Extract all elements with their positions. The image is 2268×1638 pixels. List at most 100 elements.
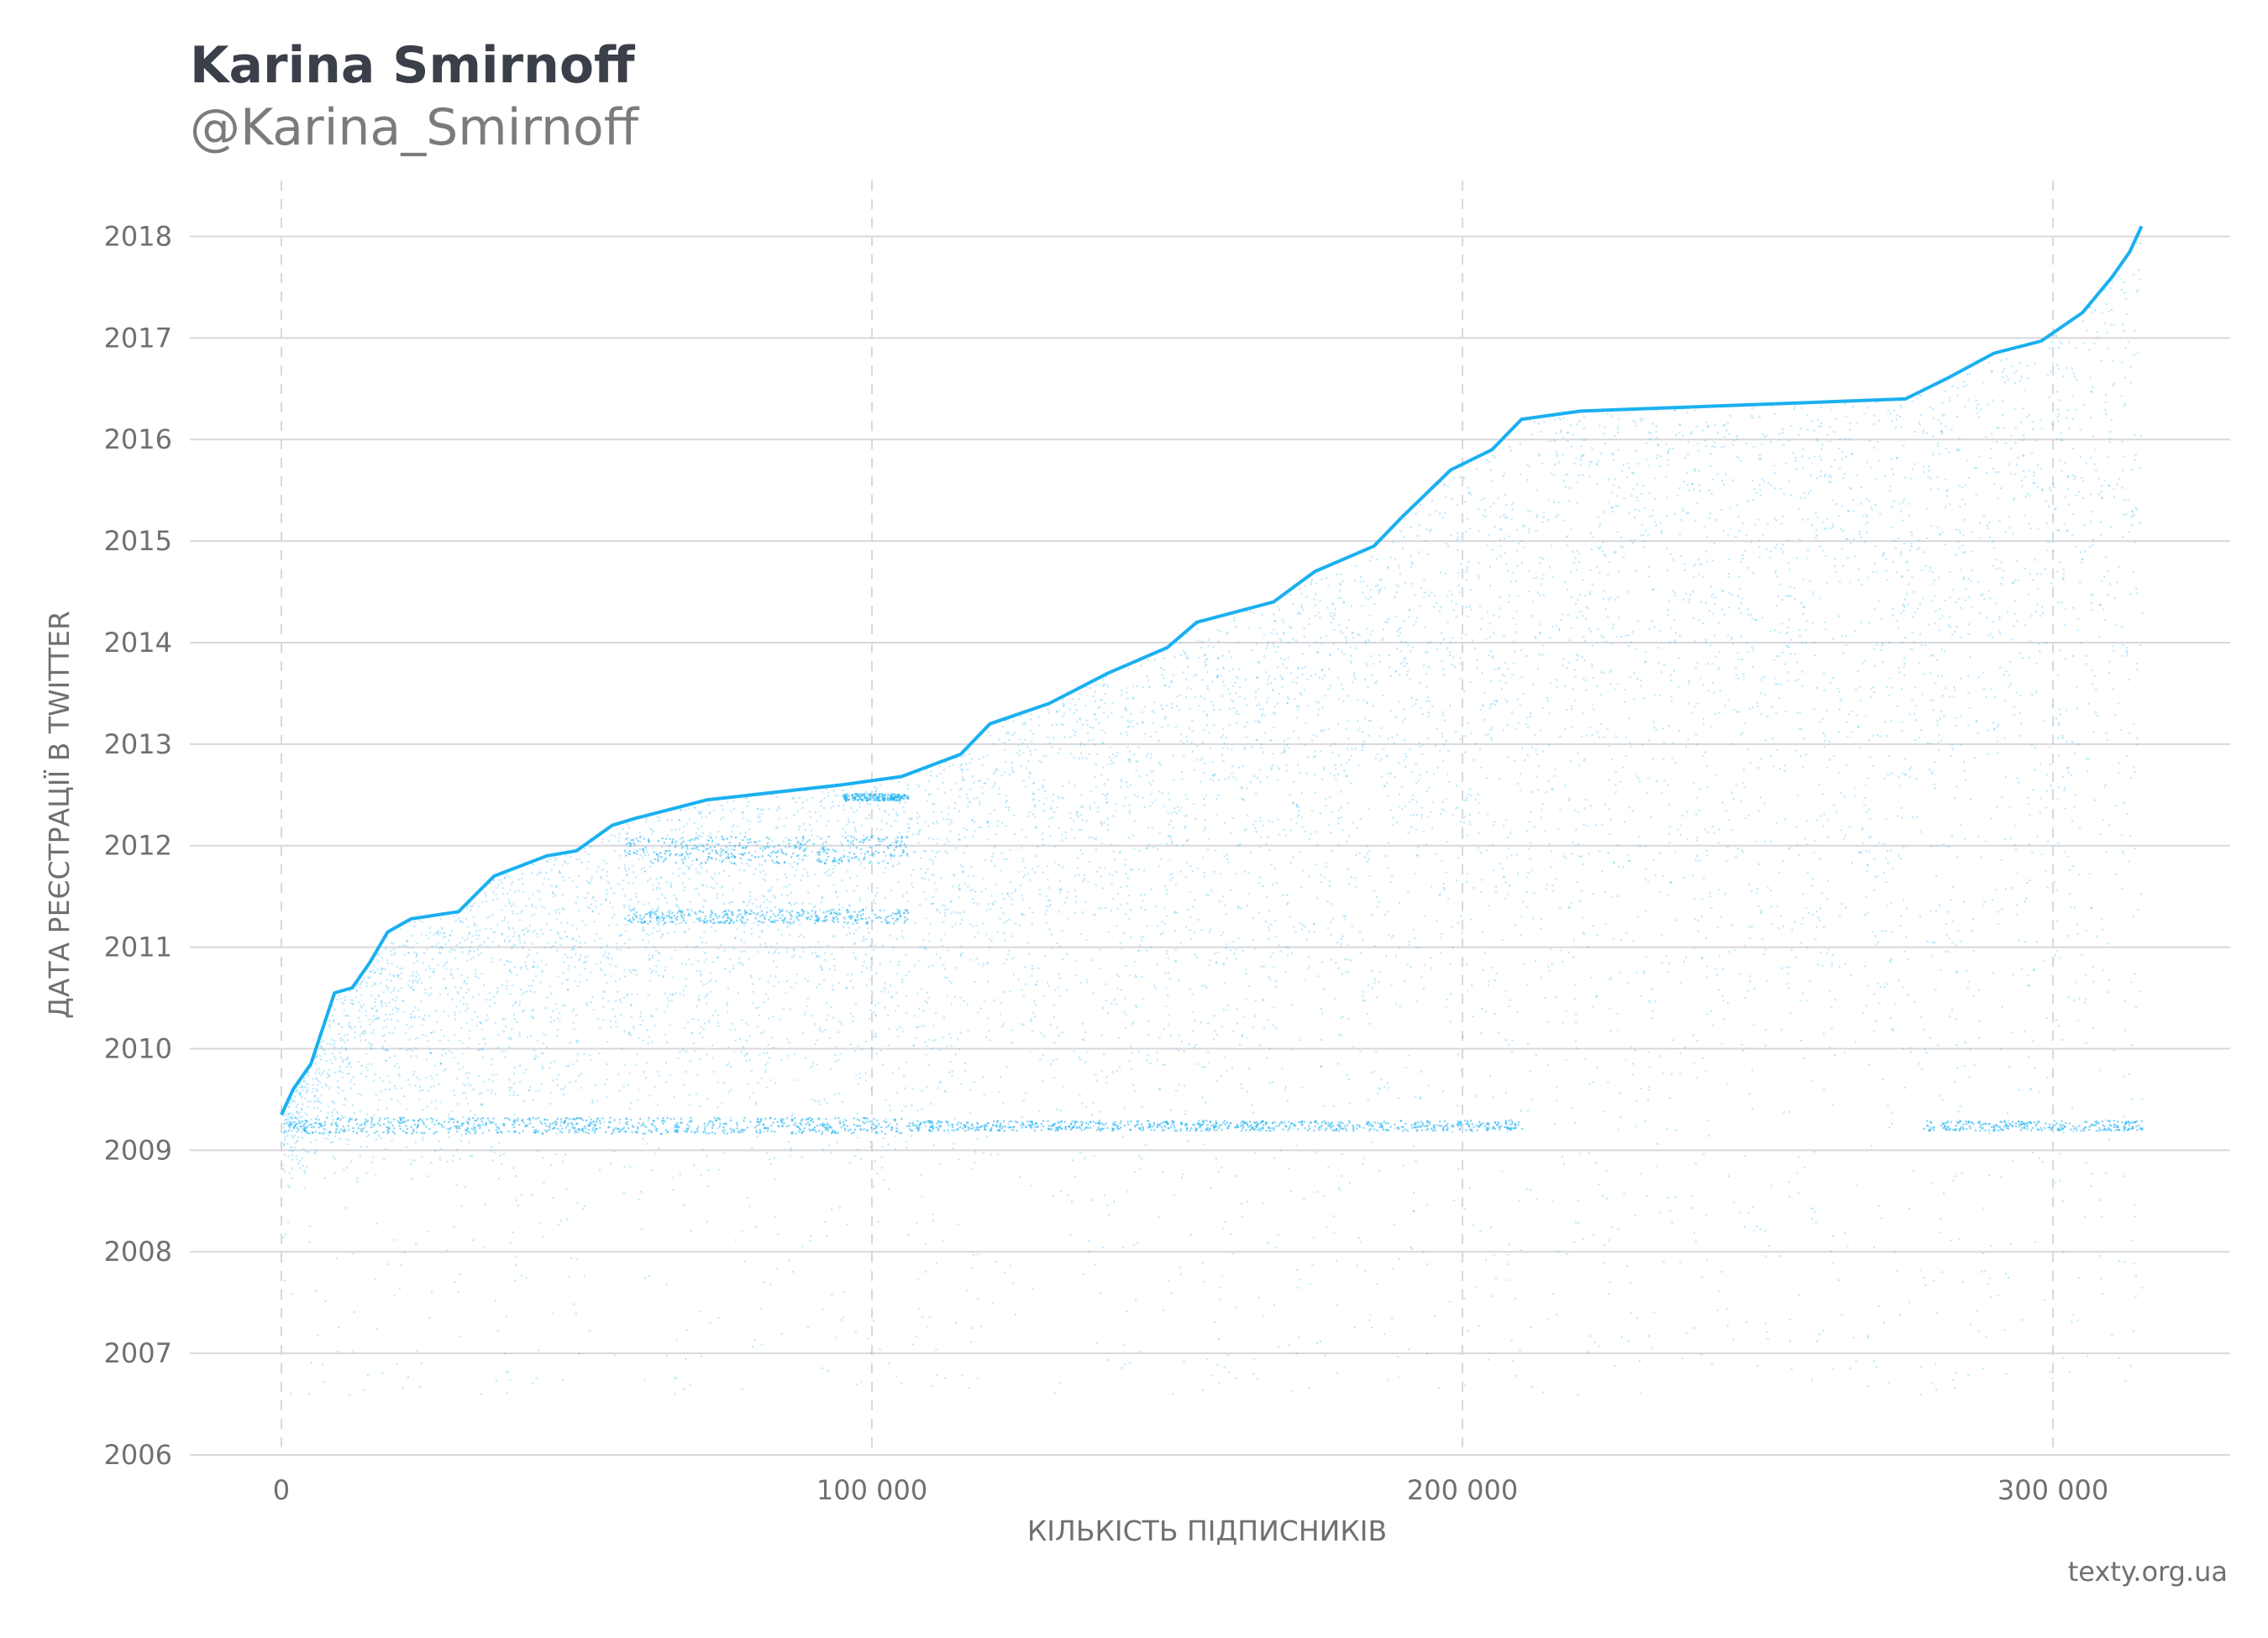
follower-point bbox=[575, 1258, 578, 1261]
follower-point bbox=[1672, 1039, 1675, 1042]
follower-point bbox=[1786, 966, 1788, 969]
follower-point bbox=[1997, 752, 1999, 754]
follower-point bbox=[1515, 610, 1518, 612]
follower-point bbox=[2073, 375, 2076, 378]
follower-point bbox=[870, 835, 873, 837]
follower-point bbox=[1232, 776, 1235, 779]
follower-point bbox=[1021, 828, 1023, 831]
follower-point bbox=[1574, 557, 1577, 559]
follower-point bbox=[351, 1351, 354, 1353]
follower-point bbox=[1310, 739, 1313, 742]
follower-point bbox=[1805, 1000, 1808, 1002]
follower-point bbox=[1683, 960, 1685, 963]
follower-point bbox=[765, 899, 768, 901]
follower-point bbox=[487, 937, 490, 939]
follower-point bbox=[313, 1095, 316, 1097]
follower-point bbox=[771, 885, 774, 888]
follower-point bbox=[1103, 683, 1105, 686]
follower-point bbox=[1950, 1239, 1952, 1242]
follower-point bbox=[923, 890, 926, 893]
follower-point bbox=[1298, 1336, 1300, 1339]
follower-point bbox=[2006, 1112, 2008, 1115]
follower-point bbox=[700, 920, 703, 923]
follower-point bbox=[627, 1084, 629, 1086]
follower-point bbox=[2062, 1251, 2065, 1253]
follower-point bbox=[848, 904, 851, 906]
follower-point bbox=[303, 1186, 306, 1189]
follower-point bbox=[1757, 905, 1760, 907]
follower-point bbox=[1446, 622, 1449, 624]
follower-point bbox=[344, 1047, 347, 1050]
follower-point bbox=[1253, 1015, 1257, 1017]
follower-point bbox=[935, 953, 937, 955]
follower-point bbox=[1567, 535, 1569, 538]
follower-point bbox=[1651, 758, 1654, 760]
follower-point bbox=[1375, 585, 1378, 587]
follower-point bbox=[2057, 786, 2060, 789]
follower-point bbox=[1242, 764, 1244, 767]
follower-point bbox=[1576, 654, 1578, 656]
follower-point bbox=[1308, 956, 1310, 958]
follower-point bbox=[1282, 663, 1284, 665]
follower-point bbox=[2101, 485, 2103, 487]
follower-point bbox=[1367, 1012, 1369, 1016]
follower-point bbox=[468, 1072, 470, 1074]
follower-point bbox=[2134, 770, 2136, 773]
follower-point bbox=[682, 1204, 685, 1206]
follower-point bbox=[2045, 790, 2048, 792]
follower-point bbox=[1688, 598, 1691, 601]
follower-point bbox=[2123, 1175, 2125, 1178]
follower-point bbox=[1772, 738, 1774, 740]
follower-point bbox=[1995, 568, 1998, 570]
follower-point bbox=[1121, 1136, 1124, 1138]
follower-point bbox=[1625, 932, 1628, 934]
follower-point bbox=[2032, 482, 2034, 485]
follower-point bbox=[501, 933, 504, 936]
follower-point bbox=[764, 1068, 767, 1071]
follower-point bbox=[285, 1233, 287, 1236]
follower-point bbox=[1011, 958, 1014, 960]
follower-point bbox=[1416, 534, 1419, 537]
follower-point bbox=[2049, 763, 2051, 765]
follower-point bbox=[587, 860, 590, 863]
follower-point bbox=[1394, 558, 1397, 560]
follower-point bbox=[1753, 988, 1756, 990]
follower-point bbox=[615, 1000, 617, 1002]
follower-point bbox=[1032, 732, 1035, 735]
follower-point bbox=[1901, 816, 1903, 819]
follower-point bbox=[1295, 1352, 1298, 1355]
follower-point bbox=[448, 1113, 450, 1116]
follower-point bbox=[1698, 470, 1700, 472]
follower-point bbox=[1231, 699, 1233, 701]
follower-point bbox=[1636, 483, 1639, 486]
follower-point bbox=[1206, 671, 1209, 674]
follower-point bbox=[320, 1110, 323, 1112]
follower-point bbox=[853, 826, 856, 828]
follower-point bbox=[1095, 1342, 1098, 1345]
follower-point bbox=[1162, 708, 1164, 711]
follower-point bbox=[876, 1173, 879, 1175]
follower-point bbox=[375, 954, 377, 957]
follower-point bbox=[989, 1039, 991, 1042]
follower-point bbox=[359, 1154, 361, 1157]
follower-point bbox=[555, 885, 558, 889]
follower-point bbox=[1614, 784, 1617, 786]
follower-point bbox=[479, 929, 481, 932]
follower-point bbox=[778, 817, 780, 820]
follower-point bbox=[1257, 660, 1260, 664]
follower-point bbox=[789, 1154, 791, 1157]
follower-point bbox=[874, 944, 876, 947]
follower-point bbox=[2008, 1277, 2010, 1279]
follower-point bbox=[1711, 559, 1714, 562]
follower-point bbox=[472, 1239, 475, 1242]
follower-point bbox=[1956, 625, 1958, 627]
follower-point bbox=[296, 1158, 298, 1161]
follower-point bbox=[591, 1099, 594, 1102]
follower-point bbox=[831, 1208, 833, 1210]
follower-point bbox=[1821, 793, 1824, 795]
follower-point bbox=[1173, 807, 1176, 810]
follower-point bbox=[1034, 826, 1037, 828]
follower-point bbox=[1194, 817, 1197, 821]
follower-point bbox=[1898, 666, 1900, 669]
follower-point bbox=[1237, 668, 1240, 670]
